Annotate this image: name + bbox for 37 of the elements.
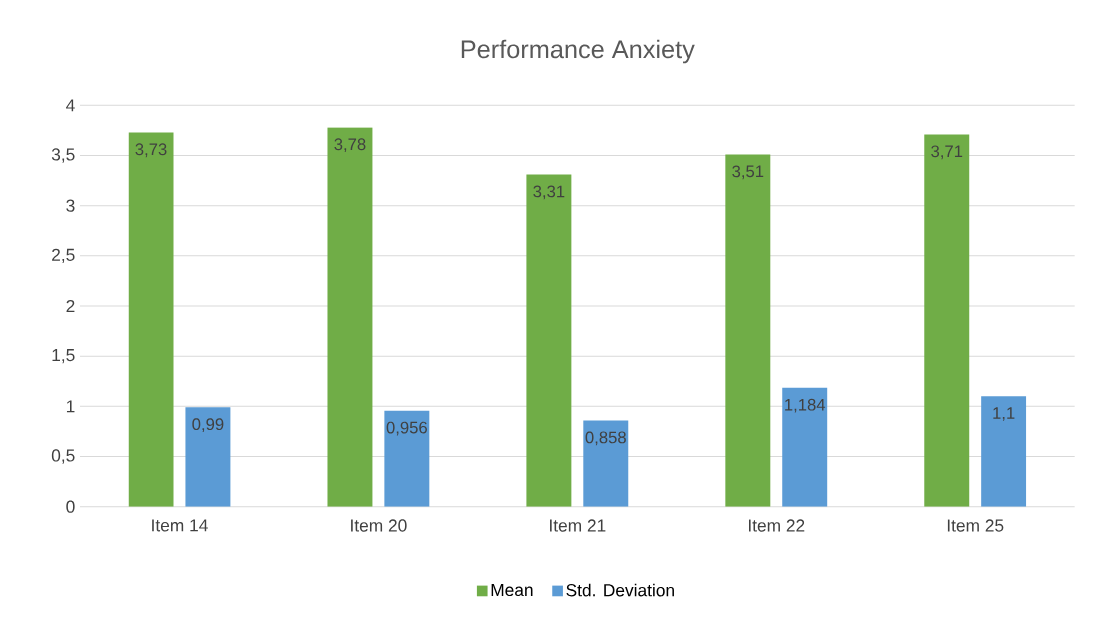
bar — [924, 134, 970, 507]
data-label: 3,78 — [334, 138, 366, 153]
y-tick-label: 4 — [66, 99, 75, 112]
data-label: 1,1 — [993, 407, 1015, 421]
bar — [725, 154, 771, 507]
data-label: 0,99 — [192, 418, 224, 433]
data-label: 3,51 — [732, 165, 764, 180]
x-tick-label: Item 22 — [748, 519, 805, 532]
x-tick-label: Item 14 — [152, 519, 208, 532]
data-label: 3,31 — [533, 185, 565, 200]
data-label: 0,858 — [585, 431, 626, 446]
bar — [526, 174, 572, 507]
y-tick-label: 3 — [66, 199, 75, 212]
data-label: 0,956 — [386, 421, 427, 436]
bar — [782, 387, 828, 507]
y-tick-label: 0 — [66, 500, 75, 513]
y-tick-label: 1,5 — [52, 349, 75, 364]
bar — [981, 396, 1027, 507]
data-label: 3,73 — [135, 143, 167, 158]
y-tick-label: 2 — [66, 299, 75, 313]
y-tick-label: 0,5 — [51, 449, 75, 464]
bar — [583, 420, 629, 507]
bar — [185, 407, 231, 507]
bar — [128, 132, 174, 507]
y-tick-label: 1 — [66, 400, 75, 413]
y-tick-label: 2,5 — [52, 248, 75, 263]
legend-label: Std. Deviation — [566, 583, 674, 597]
chart-title: Performance Anxiety — [461, 39, 695, 64]
bar — [384, 410, 430, 507]
data-label: 1,184 — [785, 398, 826, 413]
legend-label: Mean — [491, 583, 533, 597]
x-tick-label: Item 20 — [351, 519, 407, 532]
bar — [327, 127, 373, 507]
x-tick-label: Item 25 — [947, 519, 1004, 532]
x-tick-label: Item 21 — [550, 519, 606, 532]
y-tick-label: 3,5 — [51, 148, 75, 163]
data-label: 3,71 — [931, 145, 963, 160]
